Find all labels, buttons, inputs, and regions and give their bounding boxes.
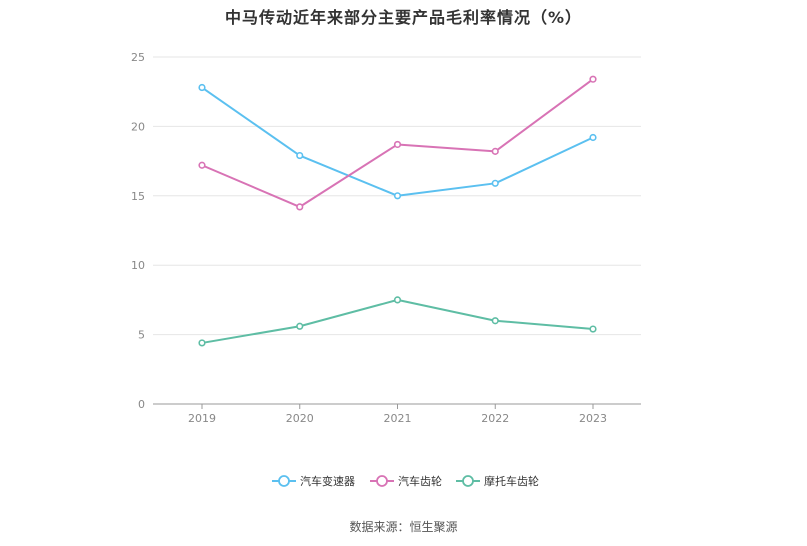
x-tick-label: 2019	[188, 412, 216, 425]
x-tick-label: 2023	[579, 412, 607, 425]
series-3	[198, 296, 597, 347]
data-point[interactable]	[296, 322, 304, 330]
data-point[interactable]	[198, 339, 206, 347]
data-point[interactable]	[491, 317, 499, 325]
x-tick-label: 2021	[384, 412, 412, 425]
data-point[interactable]	[296, 151, 304, 160]
legend-item-1[interactable]: 汽车变速器	[272, 474, 355, 488]
data-point[interactable]	[393, 140, 402, 149]
legend-label: 汽车变速器	[300, 474, 355, 488]
data-point[interactable]	[589, 75, 597, 83]
legend[interactable]: 汽车变速器 汽车齿轮 摩托车齿轮	[272, 474, 539, 488]
source-note: 数据来源：恒生聚源	[349, 520, 458, 534]
y-tick-label: 10	[131, 259, 145, 272]
series-line	[201, 298, 594, 344]
chart-title: 中马传动近年来部分主要产品毛利率情况（%）	[224, 8, 583, 27]
data-point[interactable]	[198, 161, 206, 169]
axes: 0 5 10 15 20 25 2019 2020 2021 2022 2023	[131, 51, 641, 425]
y-tick-label: 20	[131, 120, 145, 133]
y-tick-label: 25	[131, 51, 145, 64]
legend-marker-icon	[278, 475, 290, 487]
data-point[interactable]	[393, 192, 402, 200]
x-tick-label: 2022	[481, 412, 509, 425]
legend-marker-icon	[462, 475, 474, 487]
data-point[interactable]	[491, 147, 499, 155]
legend-marker-icon	[376, 475, 388, 487]
y-tick-label: 0	[138, 398, 145, 411]
y-tick-label: 15	[131, 190, 145, 203]
legend-label: 汽车齿轮	[398, 474, 442, 488]
legend-label: 摩托车齿轮	[484, 474, 539, 488]
data-point[interactable]	[198, 83, 206, 92]
series-1	[198, 83, 597, 200]
data-point[interactable]	[589, 325, 597, 333]
legend-item-3[interactable]: 摩托车齿轮	[456, 474, 539, 488]
y-tick-label: 5	[138, 329, 145, 342]
data-point[interactable]	[296, 203, 304, 211]
data-point[interactable]	[491, 179, 499, 187]
legend-item-2[interactable]: 汽车齿轮	[370, 474, 442, 488]
series-lines	[198, 75, 597, 347]
x-tick-label: 2020	[286, 412, 314, 425]
series-2	[198, 75, 597, 211]
data-point[interactable]	[589, 133, 597, 142]
data-point[interactable]	[393, 296, 402, 304]
